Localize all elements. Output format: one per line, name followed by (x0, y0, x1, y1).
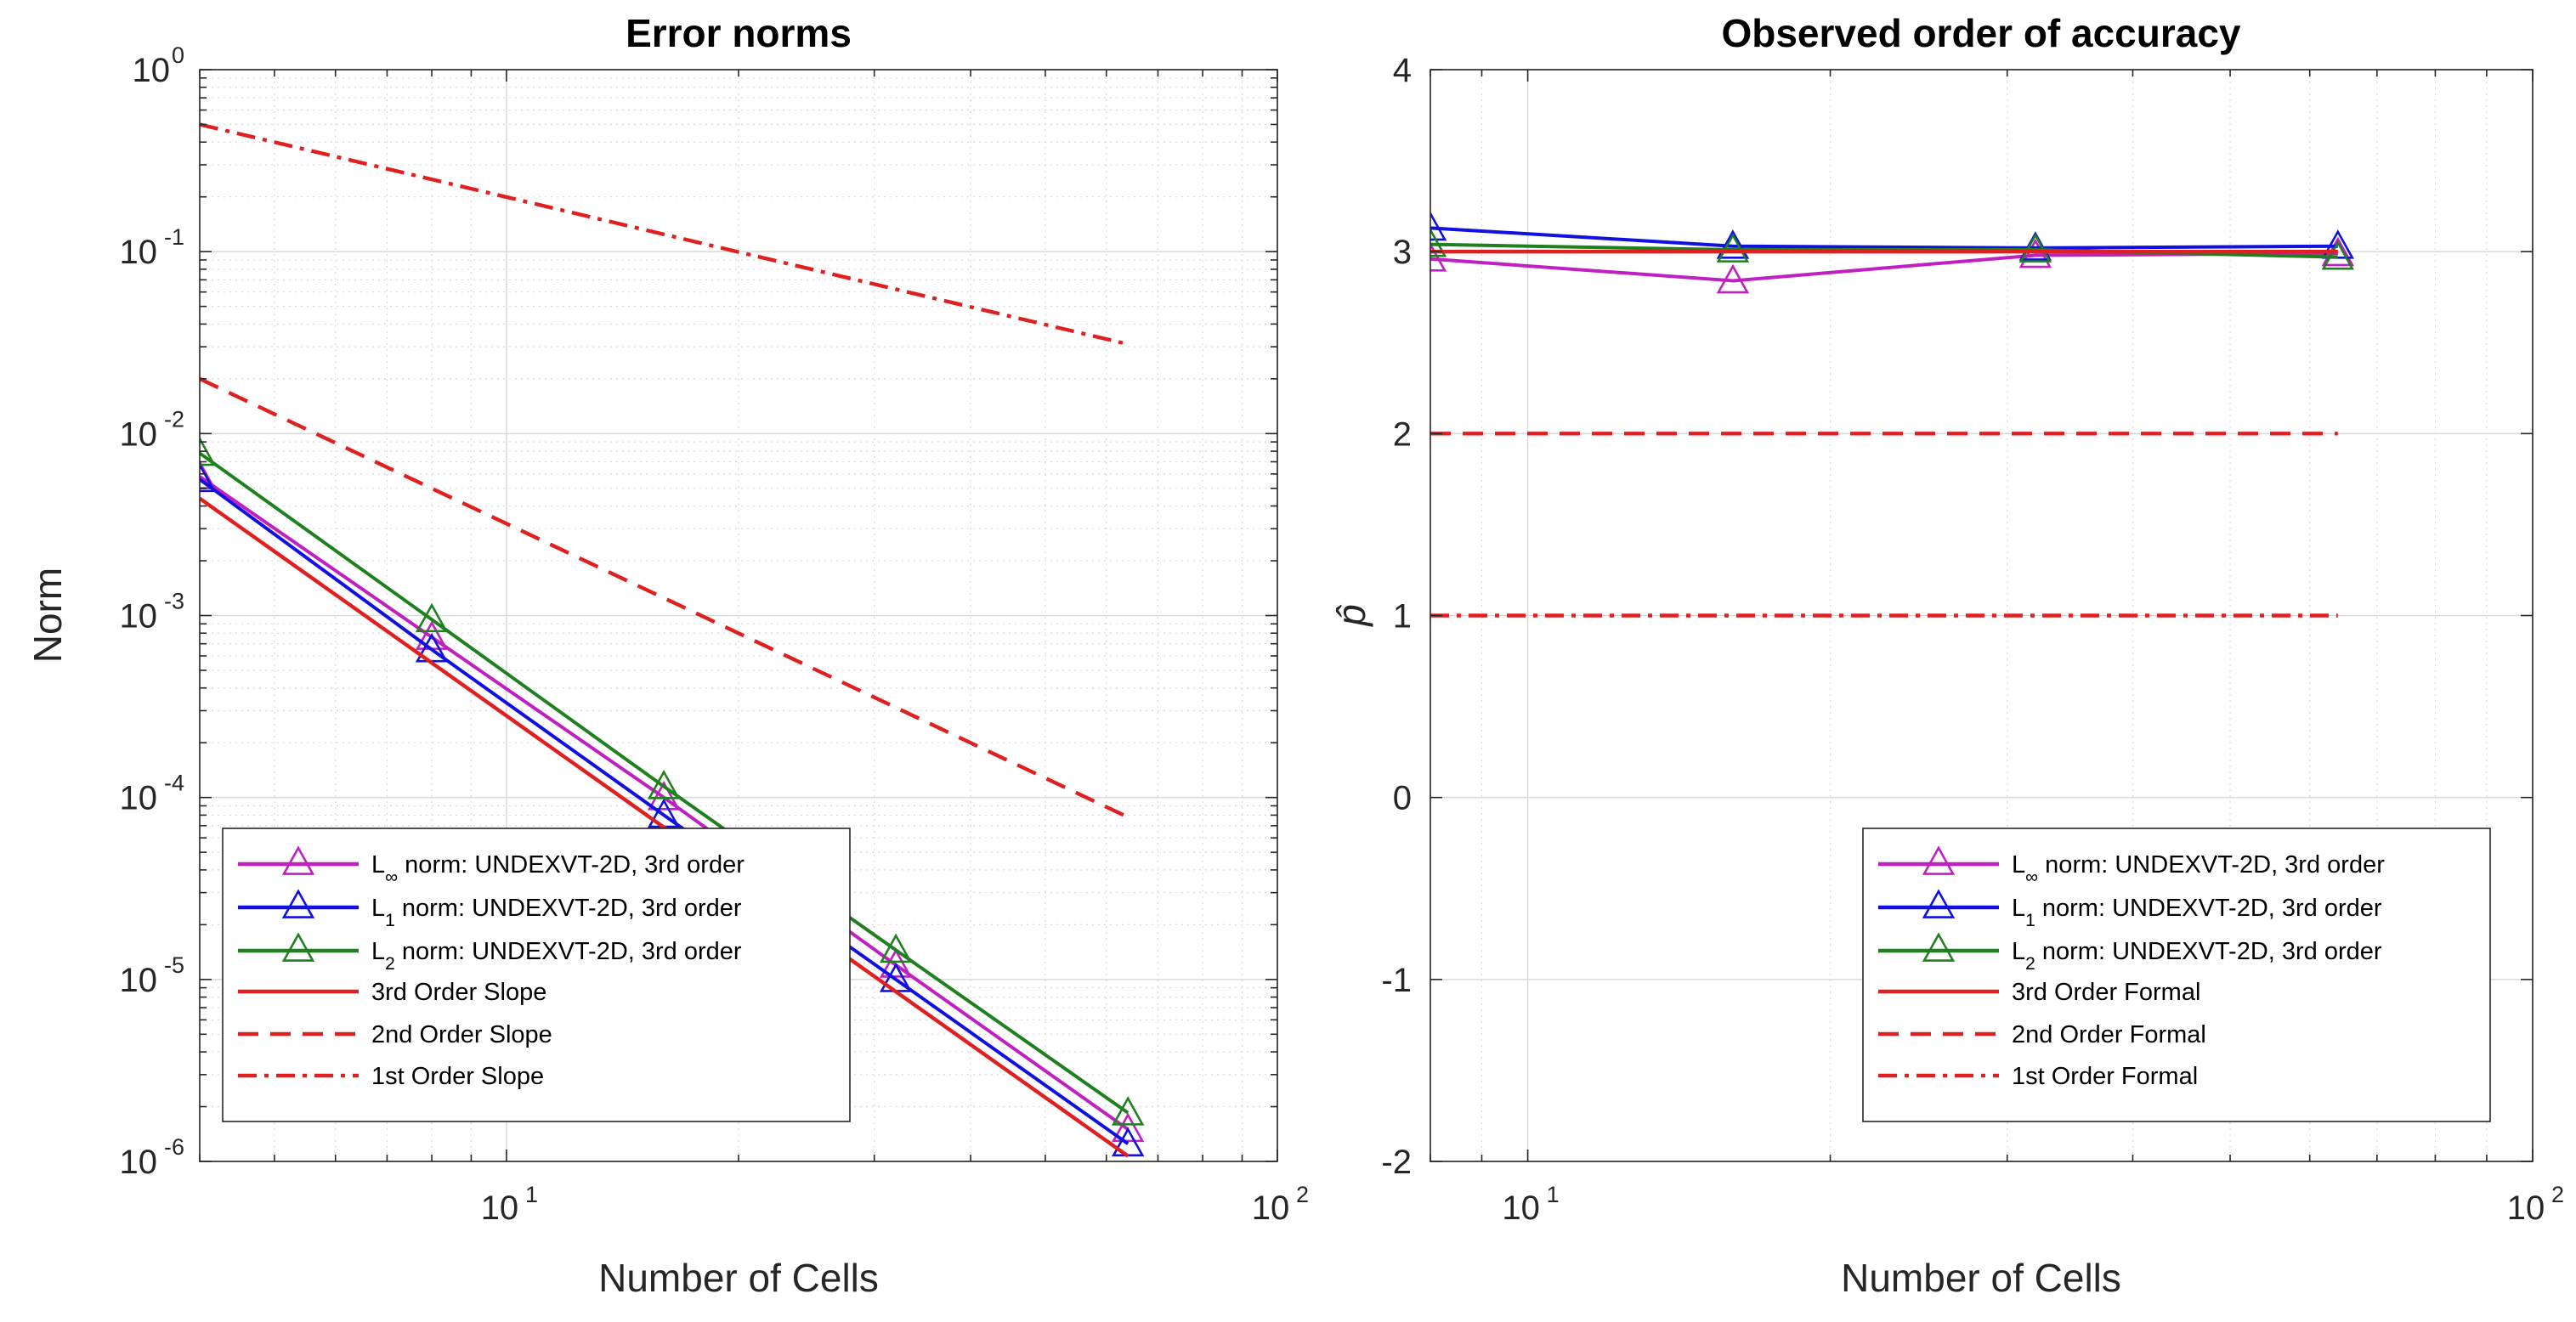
y-tick-exponent: -3 (164, 589, 184, 614)
legend-label-linf: L∞ norm: UNDEXVT-2D, 3rd order (371, 851, 744, 887)
series-linf-marker (200, 460, 217, 489)
y-tick-exponent: -4 (164, 771, 184, 796)
y-tick-label: 10 (120, 598, 158, 636)
order-tick-marks (1430, 69, 2534, 1162)
series-l1-marker (1716, 229, 1750, 259)
legend-marker-l2 (281, 932, 315, 962)
legend-marker-linf (1922, 845, 1956, 875)
y-tick-label: 10 (120, 780, 158, 817)
order-title: Observed order of accuracy (1721, 11, 2240, 55)
legend-label-f1: 1st Order Formal (2012, 1063, 2198, 1090)
series-linf-marker (879, 948, 913, 978)
error-norms-tick-marks (199, 69, 1278, 1162)
legend-label-linf: L∞ norm: UNDEXVT-2D, 3rd order (2012, 851, 2385, 887)
y-tick-label: 2 (1393, 415, 1412, 453)
y-tick-exponent: -1 (164, 224, 184, 250)
error-norms-xlabel: Number of Cells (598, 1256, 879, 1300)
series-l2-marker (647, 769, 681, 799)
series-l2-marker (1111, 1096, 1145, 1126)
y-tick-label: 10 (120, 415, 158, 453)
x-tick-label: 10 (1252, 1189, 1290, 1227)
y-tick-label: 4 (1393, 52, 1412, 89)
legend-label-f3: 3rd Order Formal (2012, 979, 2200, 1006)
series-s3 (200, 496, 1129, 1158)
series-l1-marker (200, 462, 217, 493)
x-tick-exponent: 1 (525, 1182, 538, 1207)
y-tick-label: -2 (1381, 1144, 1412, 1181)
series-l2 (200, 436, 1145, 1126)
series-l2-marker (2321, 240, 2355, 270)
series-linf-marker (647, 780, 681, 811)
y-tick-label: 3 (1393, 234, 1412, 271)
series-l2-marker (1430, 227, 1447, 257)
series-l2-marker (879, 933, 913, 963)
series-s1-line (200, 122, 1129, 347)
y-tick-exponent: 0 (172, 42, 184, 68)
series-s2-line (200, 376, 1129, 819)
y-tick-label: 10 (120, 234, 158, 271)
x-tick-exponent: 1 (1547, 1182, 1560, 1207)
series-linf-marker (1111, 1112, 1145, 1143)
series-l2-marker (200, 436, 217, 466)
series-l1-marker (1430, 211, 1447, 241)
order-xlabel: Number of Cells (1841, 1256, 2121, 1300)
legend-label-s3: 3rd Order Slope (371, 979, 546, 1006)
x-tick-exponent: 2 (2551, 1182, 2564, 1207)
error-norms-title: Error norms (626, 11, 852, 55)
series-s2 (200, 376, 1129, 819)
legend-label-s1: 1st Order Slope (371, 1063, 544, 1090)
order-legend: L∞ norm: UNDEXVT-2D, 3rd order L1 norm: U… (1862, 828, 2491, 1122)
series-s3-line (200, 496, 1129, 1158)
x-tick-label: 10 (2507, 1189, 2545, 1227)
y-tick-label: 10 (133, 52, 171, 89)
x-tick-exponent: 2 (1296, 1182, 1309, 1207)
y-tick-label: 0 (1393, 780, 1412, 817)
error-norms-series (200, 122, 1145, 1158)
legend-marker-linf (281, 845, 315, 875)
legend-label-l2: L2 norm: UNDEXVT-2D, 3rd order (2012, 938, 2382, 974)
x-tick-label: 10 (1502, 1189, 1540, 1227)
series-linf-marker (1430, 242, 1447, 272)
x-tick-label: 10 (481, 1189, 519, 1227)
series-l2-marker (2018, 233, 2052, 263)
legend-label-l1: L1 norm: UNDEXVT-2D, 3rd order (2012, 895, 2382, 930)
series-l2-marker (1716, 233, 1750, 263)
y-tick-label: 1 (1393, 598, 1412, 636)
error-norms-ylabel: Norm (25, 568, 70, 663)
series-l1-line (1430, 226, 2338, 250)
order-ylabel: p̂ (1329, 604, 1373, 628)
y-tick-label: 10 (120, 962, 158, 999)
y-tick-label: -1 (1381, 962, 1412, 999)
series-l2-marker (415, 602, 449, 633)
error-norms-legend: L∞ norm: UNDEXVT-2D, 3rd order L1 norm: U… (222, 828, 851, 1122)
series-s1 (200, 122, 1129, 347)
series-l1-line (200, 477, 1129, 1145)
series-linf-marker (1716, 263, 1750, 294)
legend-label-s2: 2nd Order Slope (371, 1021, 552, 1048)
legend-marker-l2 (1922, 932, 1956, 962)
legend-label-l1: L1 norm: UNDEXVT-2D, 3rd order (371, 895, 742, 930)
y-tick-exponent: -6 (164, 1134, 184, 1160)
y-tick-label: 10 (120, 1144, 158, 1181)
y-tick-exponent: -2 (164, 406, 184, 432)
legend-marker-l1 (281, 889, 315, 918)
order-series (1430, 211, 2355, 618)
series-linf-marker (2018, 238, 2052, 268)
legend-box (1862, 828, 2491, 1122)
legend-marker-l1 (1922, 889, 1956, 918)
legend-label-l2: L2 norm: UNDEXVT-2D, 3rd order (371, 938, 742, 974)
series-l2-line (200, 451, 1129, 1115)
legend-label-f2: 2nd Order Formal (2012, 1021, 2206, 1048)
series-l1-marker (2321, 229, 2355, 259)
legend-box (222, 828, 851, 1122)
y-tick-exponent: -5 (164, 952, 184, 978)
